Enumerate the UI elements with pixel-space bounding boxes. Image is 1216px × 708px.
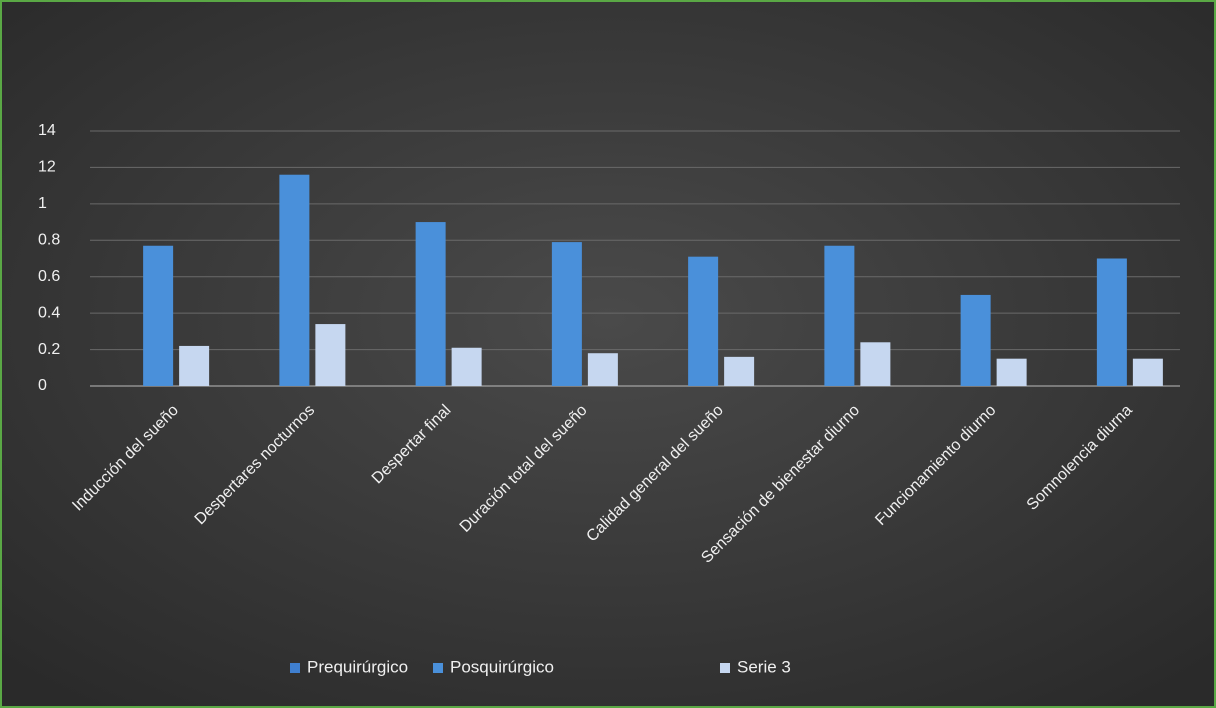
y-tick-label: 12 bbox=[38, 159, 56, 176]
y-tick-label: 14 bbox=[38, 122, 56, 139]
bar bbox=[996, 358, 1027, 386]
legend-swatch bbox=[290, 663, 300, 673]
bar bbox=[179, 345, 210, 386]
y-tick-label: 0.8 bbox=[38, 232, 60, 249]
y-tick-label: 0.2 bbox=[38, 341, 60, 358]
bar bbox=[860, 342, 891, 386]
bar bbox=[279, 174, 310, 386]
bar bbox=[724, 356, 755, 386]
bar bbox=[1132, 358, 1163, 386]
bar bbox=[587, 353, 618, 386]
y-tick-label: 1 bbox=[38, 195, 47, 212]
bar bbox=[451, 347, 482, 386]
bar bbox=[688, 256, 719, 386]
legend-swatch bbox=[433, 663, 443, 673]
bar bbox=[960, 294, 991, 386]
bar bbox=[1096, 258, 1127, 386]
y-tick-label: 0.4 bbox=[38, 304, 60, 321]
bar bbox=[315, 324, 346, 386]
y-tick-label: 0 bbox=[38, 377, 47, 394]
bar bbox=[143, 245, 174, 386]
legend-label: Prequirúrgico bbox=[307, 657, 408, 676]
bar bbox=[415, 222, 446, 386]
bar bbox=[551, 242, 582, 386]
legend-swatch bbox=[720, 663, 730, 673]
legend-label: Serie 3 bbox=[737, 657, 791, 676]
bar bbox=[824, 245, 855, 386]
legend-label: Posquirúrgico bbox=[450, 657, 554, 676]
y-tick-label: 0.6 bbox=[38, 268, 60, 285]
